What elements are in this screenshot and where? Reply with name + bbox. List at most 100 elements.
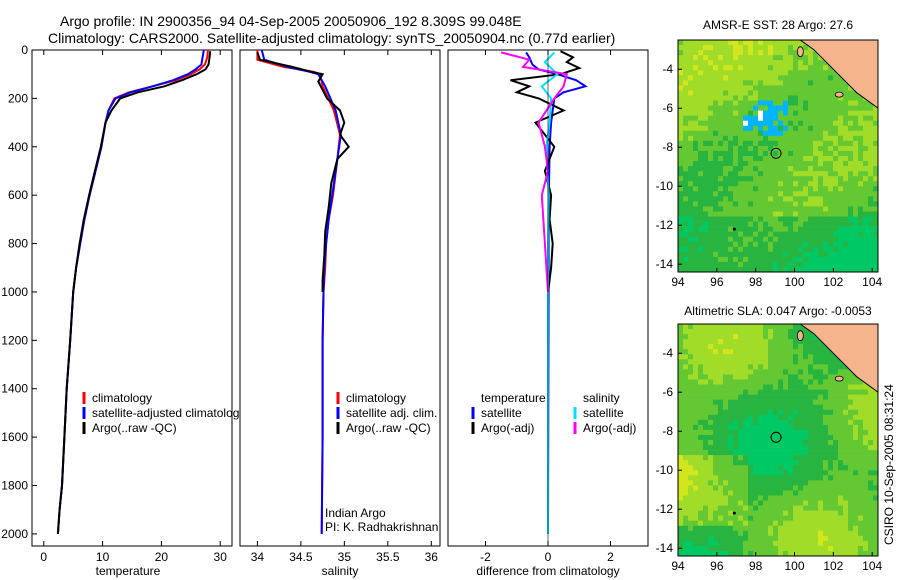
temperature-ytick-label: 1600: [1, 430, 28, 444]
sla-map-cell: [703, 359, 709, 365]
amsre-map-cell: [783, 150, 789, 157]
sla-map-cell: [828, 414, 834, 421]
amsre-map-cell: [728, 40, 734, 46]
amsre-map-cell: [868, 120, 874, 127]
amsre-map-cell: [793, 176, 799, 182]
amsre-map-cell: [748, 85, 754, 91]
sla-map-cell: [773, 495, 779, 501]
amsre-map-cell: [873, 206, 879, 212]
amsre-map-cell: [838, 221, 844, 227]
sla-map-cell: [743, 460, 749, 466]
sla-map-cell: [703, 525, 709, 532]
sla-map-cell: [843, 450, 849, 456]
sla-map-cell: [798, 500, 804, 506]
amsre-map-cell: [853, 135, 859, 142]
amsre-map-cell: [768, 181, 774, 187]
sla-map-cell: [813, 450, 819, 456]
sla-map-cell: [738, 550, 744, 557]
sla-map-cell: [693, 485, 699, 491]
amsre-map-cell: [743, 266, 749, 273]
amsre-map-cell: [868, 125, 874, 132]
amsre-map-cell: [843, 221, 849, 227]
amsre-map-cell: [743, 161, 749, 167]
sla-map-cell: [733, 460, 739, 466]
sla-map-cell: [698, 505, 704, 511]
sla-map-cell: [823, 344, 829, 350]
sla-map-cell: [853, 419, 859, 426]
amsre-map-cell: [703, 80, 709, 86]
amsre-map-cell: [848, 176, 854, 182]
amsre-map-cell: [843, 206, 849, 212]
amsre-map-cell: [803, 171, 809, 177]
amsre-map-cell: [833, 241, 839, 248]
sla-map-cell: [783, 324, 789, 330]
sla-map-cell: [728, 399, 734, 405]
sla-map-cell: [693, 455, 699, 461]
sla-map-cell: [708, 535, 714, 542]
sla-map-cell: [743, 424, 749, 431]
sla-map-cell: [753, 455, 759, 461]
amsre-map-cell: [788, 65, 794, 71]
amsre-map-cell: [868, 216, 874, 222]
sla-map-cell: [748, 369, 754, 375]
amsre-map-cell: [758, 40, 764, 46]
amsre-map-cell: [698, 196, 704, 202]
sla-map-cell: [783, 414, 789, 421]
sla-map-cell: [693, 424, 699, 431]
sla-map-frame: [677, 323, 879, 557]
sla-map-cell: [708, 495, 714, 501]
amsre-map-cell: [828, 120, 834, 127]
sla-map-cell: [773, 460, 779, 466]
sla-map-cell: [763, 339, 769, 345]
amsre-map-cell: [848, 211, 854, 217]
sla-map-cell: [723, 374, 729, 380]
amsre-map-cell: [843, 231, 849, 237]
amsre-map-cell: [778, 65, 784, 71]
sla-map-cell: [723, 510, 729, 516]
amsre-map-cell: [803, 216, 809, 222]
amsre-map-cell: [823, 246, 829, 253]
sla-map-cell: [848, 545, 854, 552]
amsre-map-cell: [748, 45, 754, 51]
amsre-map-cell: [718, 161, 724, 167]
amsre-map-cell: [743, 221, 749, 227]
sla-map-cell: [748, 419, 754, 426]
sla-map-cell: [678, 434, 684, 441]
amsre-map-cell: [748, 266, 754, 273]
sla-map-cell: [718, 404, 724, 411]
sla-map-cell: [763, 364, 769, 370]
amsre-map-cell: [678, 171, 684, 177]
sla-map-cell: [828, 349, 834, 355]
sla-map-cell: [728, 389, 734, 395]
amsre-map-cell: [718, 85, 724, 91]
sla-map-cell: [838, 545, 844, 552]
sla-map-cell: [818, 354, 824, 360]
sla-map-cell: [728, 404, 734, 411]
sla-map-cell: [748, 414, 754, 421]
amsre-map-cell: [783, 266, 789, 273]
sla-map-cell: [798, 510, 804, 516]
sla-map-cell: [763, 480, 769, 486]
amsre-map-cell: [773, 70, 779, 76]
amsre-map-cell: [758, 261, 764, 268]
sla-map-cell: [853, 424, 859, 431]
sla-map-cell: [843, 364, 849, 370]
amsre-map-cell: [713, 80, 719, 86]
sla-map-cell: [808, 540, 814, 547]
amsre-map-cell: [723, 171, 729, 177]
temperature-ytick-label: 1800: [1, 479, 28, 493]
amsre-map-cell: [703, 181, 709, 187]
amsre-map-cell: [748, 241, 754, 248]
sla-map-cell: [753, 329, 759, 335]
sla-map-cell: [848, 530, 854, 537]
amsre-map-cell: [763, 85, 769, 91]
sla-map-cell: [808, 510, 814, 516]
amsre-map-cell: [843, 161, 849, 167]
sla-map-cell: [808, 485, 814, 491]
amsre-map-cell: [853, 125, 859, 132]
sla-map-cell: [723, 424, 729, 431]
sla-map-cell: [858, 465, 864, 471]
amsre-map-cell: [723, 176, 729, 182]
sla-map-cell: [678, 445, 684, 451]
sla-map-cell: [803, 550, 809, 557]
